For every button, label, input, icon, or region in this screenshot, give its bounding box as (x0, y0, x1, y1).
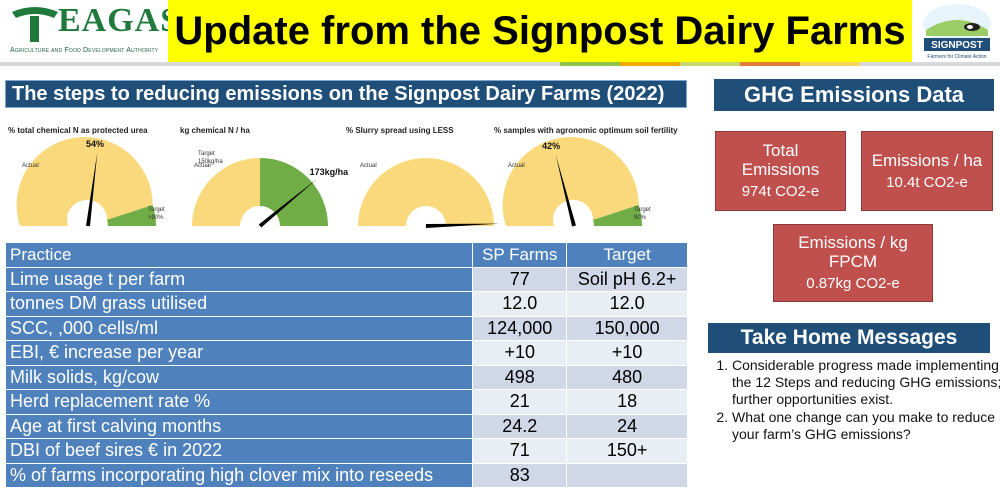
emissions-per-kg-label: Emissions / kg FPCM (798, 233, 908, 271)
sp-farms-cell: 124,000 (472, 315, 568, 341)
target-cell: 12.0 (566, 291, 688, 317)
emissions-per-kg-value: 0.87kg CO2-e (806, 275, 900, 292)
emissions-per-kg-box: Emissions / kg FPCM 0.87kg CO2-e (773, 224, 933, 302)
sp-farms-cell: 12.0 (472, 291, 568, 317)
gauge-dial (16, 136, 156, 227)
gauge-dial (358, 157, 500, 228)
practice-cell: Lime usage t per farm (4, 266, 474, 292)
practice-cell: EBI, € increase per year (4, 340, 474, 366)
gauge-actual-band (358, 157, 494, 226)
gauge-3: % Slurry spread using LESS99%Actual (346, 126, 528, 236)
header-stripe (0, 62, 1000, 66)
ghg-title: GHG Emissions Data (714, 79, 994, 111)
take-home-item-2: What one change can you make to reduce y… (732, 409, 1000, 443)
table-row: Age at first calving months 24.2 24 (4, 413, 688, 439)
take-home-title: Take Home Messages (708, 323, 990, 353)
gauge-target-label: Target >90% (148, 207, 165, 221)
gauge-value: 54% (86, 138, 105, 149)
gauge-value: 42% (542, 140, 561, 151)
gauge-title: kg chemical N / ha (180, 126, 250, 135)
gauge-title: % samples with agronomic optimum soil fe… (494, 126, 678, 135)
take-home-item-1: Considerable progress made implementing … (732, 357, 1000, 408)
signpost-logo-icon: SIGNPOST Farmers for Climate Action (923, 4, 991, 60)
gauge-actual-label: Actual (194, 163, 211, 169)
gauge-target-band (260, 158, 328, 226)
sp-farms-cell: 83 (472, 462, 568, 488)
col-practice: Practice (4, 242, 474, 268)
take-home-list: Considerable progress made implementing … (710, 357, 1000, 444)
total-emissions-box: Total Emissions 974t CO2-e (715, 131, 846, 211)
table-row: tonnes DM grass utilised 12.0 12.0 (4, 291, 688, 317)
emissions-per-ha-value: 10.4t CO2-e (886, 173, 968, 191)
sp-farms-cell: 21 (472, 389, 568, 415)
sp-farms-cell: 498 (472, 364, 568, 390)
target-cell: 150+ (566, 438, 688, 464)
target-cell (566, 462, 688, 488)
col-target: Target (566, 242, 688, 268)
table-header-row: Practice SP Farms Target (4, 242, 688, 268)
table-row: Milk solids, kg/cow 498 480 (4, 364, 688, 390)
gauge-actual-band (502, 136, 639, 226)
gauge-target-label: Target 90% (634, 207, 651, 221)
logo-subtitle: Agriculture and Food Development Authori… (10, 47, 159, 54)
table-row: % of farms incorporating high clover mix… (4, 462, 688, 488)
gauge-dial (192, 158, 328, 228)
gauge-1: % total chemical N as protected urea 54% A… (8, 126, 173, 236)
target-cell: 18 (566, 389, 688, 415)
signpost-logo-sub: Farmers for Climate Action (927, 54, 986, 60)
gauge-dial (502, 136, 642, 227)
target-cell: Soil pH 6.2+ (566, 266, 688, 292)
sp-farms-cell: 77 (472, 266, 568, 292)
teagasc-logo: EAGASC Agriculture and Food Development … (0, 0, 205, 62)
emissions-per-ha-label: Emissions / ha (871, 150, 983, 170)
gauge-target-band (593, 204, 642, 226)
emissions-per-ha-box: Emissions / ha 10.4t CO2-e (861, 131, 993, 211)
gauge-needle (555, 154, 576, 227)
teagasc-logo-icon (12, 7, 58, 42)
table-row: EBI, € increase per year +10 +10 (4, 340, 688, 366)
gauge-title: % Slurry spread using LESS (346, 126, 454, 135)
practice-cell: DBI of beef sires € in 2022 (4, 438, 474, 464)
signpost-logo: SIGNPOST Farmers for Climate Action (912, 0, 1000, 62)
table-row: DBI of beef sires € in 2022 71 150+ (4, 438, 688, 464)
gauge-actual-label: Actual (508, 163, 525, 169)
gauge-4: % samples with agronomic optimum soil fe… (494, 126, 678, 236)
gauge-title: % total chemical N as protected urea (8, 126, 148, 135)
sp-farms-cell: 71 (472, 438, 568, 464)
gauge-needle (86, 152, 98, 227)
signpost-logo-word: SIGNPOST (931, 40, 983, 51)
gauge-2: kg chemical N / ha 173kg/ha Actual Target 15… (180, 126, 348, 236)
target-cell: 24 (566, 413, 688, 439)
gauge-needle (258, 178, 318, 228)
table-row: SCC, ,000 cells/ml 124,000 150,000 (4, 315, 688, 341)
gauge-target-label: Target 150kg/ha (198, 151, 223, 165)
practice-cell: SCC, ,000 cells/ml (4, 315, 474, 341)
table-row: Herd replacement rate % 21 18 (4, 389, 688, 415)
col-sp-farms: SP Farms (472, 242, 568, 268)
page-title: Update from the Signpost Dairy Farms (168, 0, 912, 62)
target-cell: 480 (566, 364, 688, 390)
practice-cell: % of farms incorporating high clover mix… (4, 462, 474, 488)
practice-cell: tonnes DM grass utilised (4, 291, 474, 317)
practice-cell: Herd replacement rate % (4, 389, 474, 415)
sp-farms-cell: +10 (472, 340, 568, 366)
gauge-actual-label: Actual (360, 163, 377, 169)
gauge-actual-band (16, 136, 153, 226)
gauge-needle (425, 223, 500, 228)
table-row: Lime usage t per farm 77 Soil pH 6.2+ (4, 266, 688, 292)
steps-section-title: The steps to reducing emissions on the S… (5, 80, 687, 108)
target-cell: +10 (566, 340, 688, 366)
gauge-actual-label: Actual (22, 163, 39, 169)
practice-cell: Milk solids, kg/cow (4, 364, 474, 390)
practice-cell: Age at first calving months (4, 413, 474, 439)
gauge-actual-band (192, 158, 260, 226)
practice-table: Practice SP Farms Target Lime usage t pe… (4, 242, 688, 488)
total-emissions-value: 974t CO2-e (741, 183, 820, 200)
target-cell: 150,000 (566, 315, 688, 341)
sp-farms-cell: 24.2 (472, 413, 568, 439)
total-emissions-label: Total Emissions (741, 141, 820, 179)
gauge-target-band (107, 204, 156, 226)
gauge-value: 173kg/ha (309, 167, 349, 177)
